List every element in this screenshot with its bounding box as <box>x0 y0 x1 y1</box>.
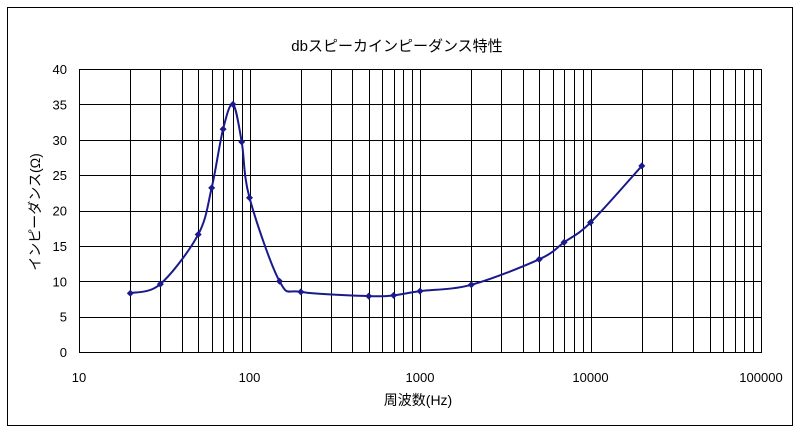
y-tick-label: 15 <box>53 239 67 254</box>
x-axis-ticks: 10 100 1000 10000 100000 <box>72 370 783 385</box>
data-point <box>560 238 568 246</box>
data-point <box>587 219 594 227</box>
y-tick-label: 25 <box>53 168 67 183</box>
series-line <box>130 103 643 298</box>
y-axis-label: インピーダンス(Ω) <box>27 153 43 271</box>
data-point <box>535 255 543 263</box>
x-tick-label: 100 <box>239 370 261 385</box>
data-point <box>229 100 237 108</box>
data-point <box>416 287 424 295</box>
data-point <box>238 138 246 146</box>
data-point <box>276 277 284 285</box>
data-point <box>156 280 164 288</box>
data-point <box>365 292 373 300</box>
data-point <box>194 231 202 239</box>
x-tick-label: 100000 <box>739 370 782 385</box>
y-tick-label: 35 <box>53 97 67 112</box>
x-tick-label: 10 <box>72 370 86 385</box>
data-point <box>126 289 134 297</box>
data-point <box>467 281 475 289</box>
plot-area-border <box>79 69 762 353</box>
y-tick-label: 0 <box>60 345 67 360</box>
x-axis-label: 周波数(Hz) <box>384 392 452 408</box>
data-point <box>246 194 253 202</box>
y-tick-label: 10 <box>53 274 67 289</box>
chart-frame <box>7 7 793 426</box>
data-point <box>638 162 646 170</box>
y-tick-label: 30 <box>53 133 67 148</box>
data-point <box>208 184 216 192</box>
data-point <box>297 288 305 296</box>
grid-lines <box>79 69 761 352</box>
y-tick-label: 20 <box>53 204 67 219</box>
series-layer <box>126 100 646 300</box>
chart-title: dbスピーカインピーダンス特性 <box>291 38 502 55</box>
y-tick-label: 5 <box>60 310 67 325</box>
y-tick-label: 40 <box>53 62 67 77</box>
x-tick-label: 1000 <box>406 370 435 385</box>
data-point <box>390 291 398 299</box>
x-tick-label: 10000 <box>572 370 608 385</box>
y-axis-ticks: 0 5 10 15 20 25 30 35 40 <box>53 62 67 360</box>
data-point <box>219 125 227 133</box>
